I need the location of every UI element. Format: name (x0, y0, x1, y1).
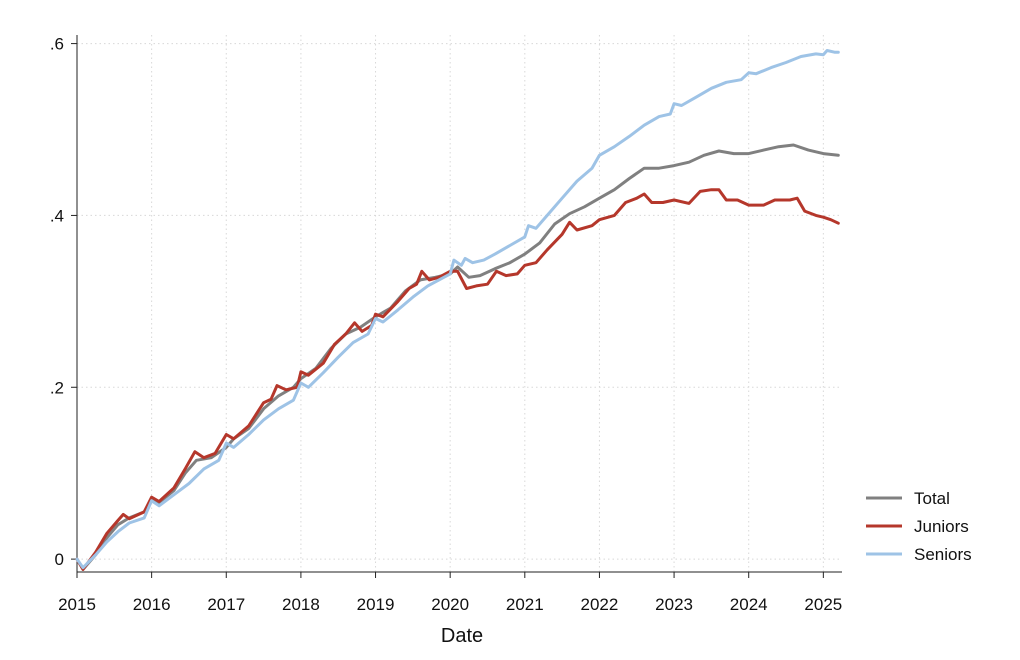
legend-label-seniors: Seniors (914, 545, 972, 564)
y-tick-label: .6 (50, 35, 64, 54)
x-tick-label: 2021 (506, 595, 544, 614)
grid-lines (76, 35, 842, 572)
y-tick-label: 0 (55, 550, 64, 569)
y-tick-label: .2 (50, 378, 64, 397)
legend-label-juniors: Juniors (914, 517, 969, 536)
x-tick-label: 2015 (58, 595, 96, 614)
x-tick-label: 2024 (730, 595, 768, 614)
x-tick-label: 2023 (655, 595, 693, 614)
x-tick-label: 2017 (207, 595, 245, 614)
series-line-juniors (75, 188, 840, 571)
series-lines (75, 49, 840, 571)
series-line-total (75, 143, 840, 571)
x-tick-label: 2022 (581, 595, 619, 614)
x-tick-label: 2016 (133, 595, 171, 614)
y-tick-label: .4 (50, 206, 64, 225)
series-line-seniors (75, 49, 840, 570)
x-axis-ticks: 2015 2016 2017 2018 2019 2020 2021 2022 2023 2024… (58, 572, 842, 614)
x-tick-label: 2020 (431, 595, 469, 614)
legend: Total Juniors Seniors (866, 489, 972, 564)
y-axis-ticks: 0 .2 .4 .6 (50, 35, 77, 569)
x-tick-label: 2018 (282, 595, 320, 614)
axes (76, 35, 842, 573)
watermark-text: 掘金技术社区 @ 逛逛GitHub (725, 616, 1000, 640)
x-axis-title: Date (441, 625, 483, 647)
x-tick-label: 2019 (357, 595, 395, 614)
x-tick-label: 2025 (804, 595, 842, 614)
legend-label-total: Total (914, 489, 950, 508)
